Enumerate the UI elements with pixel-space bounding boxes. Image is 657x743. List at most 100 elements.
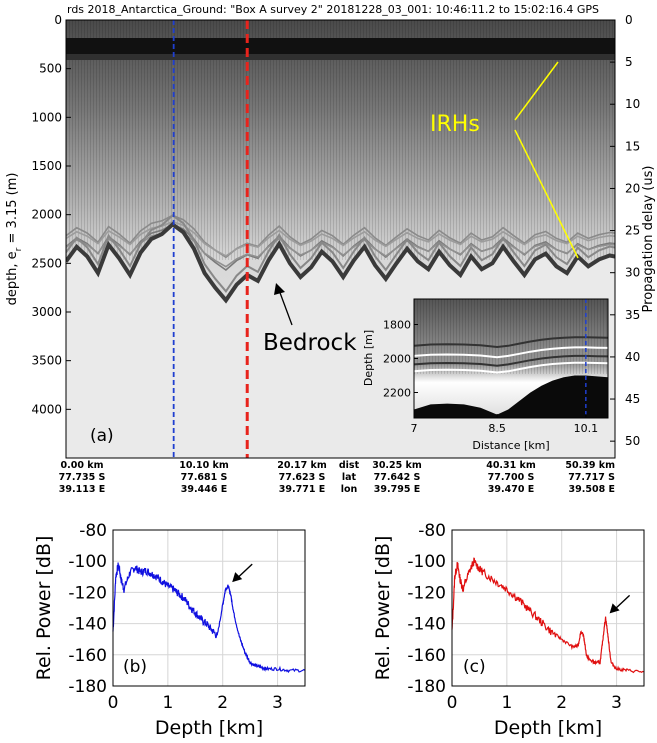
bed-reflection-echo xyxy=(66,214,615,293)
distance-table-cell: 39.771 E xyxy=(279,484,325,495)
delay-tick-label: 0 xyxy=(625,13,633,27)
panel-b-series-line xyxy=(112,562,306,674)
distance-table-cell: 77.717 S xyxy=(568,472,615,483)
panel-a-label: (a) xyxy=(90,426,114,446)
irh-layer xyxy=(66,214,615,259)
depth-axis-ticks: 0 500 1000 1500 2000 2500 3000 3500 4000 xyxy=(31,13,71,416)
inset-x-label: Distance [km] xyxy=(472,439,549,452)
distance-table-cell: 10.10 km xyxy=(179,460,229,471)
panel-c-x-tick-label: 2 xyxy=(556,693,567,713)
distance-table-cell: 39.508 E xyxy=(569,484,615,495)
inset-x-tick-label: 7 xyxy=(411,422,418,435)
depth-tick-label: 3000 xyxy=(31,305,62,319)
panel-c-y-label: Rel. Power [dB] xyxy=(372,536,394,681)
panel-b-x-label: Depth [km] xyxy=(155,717,263,739)
distance-table-cell: 39.795 E xyxy=(374,484,420,495)
panel-b-label: (b) xyxy=(123,657,147,677)
irh-annotation: IRHs xyxy=(430,112,480,137)
irh-pointer-1 xyxy=(514,61,559,121)
panel-c-label: (c) xyxy=(463,657,486,677)
depth-axis-label: depth, er = 3.15 (m) xyxy=(5,173,24,306)
depth-tick-label: 0 xyxy=(54,13,62,27)
depth-axis-label-sub: r xyxy=(14,247,24,251)
delay-tick-label: 40 xyxy=(625,350,640,364)
inset-layer xyxy=(414,361,608,374)
bed-reflection xyxy=(66,221,615,304)
panel-b-y-tick-label: -120 xyxy=(68,583,107,603)
distance-table-cell: 0.00 km xyxy=(61,460,104,471)
inset-y-label: Depth [m] xyxy=(362,330,375,386)
panel-b: 0 1 2 3 -80 -100 -120 -140 -160 -180 (b) Depth [k… xyxy=(33,521,306,739)
panel-b-arrow xyxy=(232,563,253,583)
distance-table-cell: 77.735 S xyxy=(59,472,106,483)
inset-layer xyxy=(414,354,608,367)
panel-c: 0 1 2 3 -80 -100 -120 -140 -160 -180 (c) Depth [k… xyxy=(372,521,645,739)
panel-b-arrow-head xyxy=(232,572,243,583)
panel-b-y-tick-label: -160 xyxy=(68,646,107,666)
panel-c-y-tick-label: -120 xyxy=(407,583,446,603)
inset-bed-region xyxy=(414,375,608,418)
inset-y-tick-label: 2200 xyxy=(383,387,411,400)
panel-b-y-tick-label: -140 xyxy=(68,615,107,635)
inset-y-tick-label: 2000 xyxy=(383,353,411,366)
depth-tick-label: 500 xyxy=(39,62,62,76)
bedrock-annotation: Bedrock xyxy=(263,330,357,356)
delay-tick-label: 25 xyxy=(625,224,640,238)
depth-tick-label: 4000 xyxy=(31,402,62,416)
irh-pointer-2 xyxy=(514,129,579,259)
panel-c-y-tick-label: -80 xyxy=(418,521,446,541)
inset-x-tick-label: 10.1 xyxy=(574,422,599,435)
inset-layer xyxy=(414,346,608,359)
panel-b-y-label: Rel. Power [dB] xyxy=(33,536,55,681)
inset-layers xyxy=(414,336,608,374)
depth-axis-label-main: depth, e xyxy=(5,251,20,305)
inset-chart: 7 8.5 10.1 1800 2000 2200 Depth [m] Distance … xyxy=(362,298,609,452)
panel-c-frame xyxy=(451,529,645,687)
delay-axis-label: Propagation delay (us) xyxy=(641,166,656,313)
distance-table-row-label: lon xyxy=(341,484,358,495)
panel-b-frame xyxy=(112,529,306,687)
delay-tick-label: 35 xyxy=(625,308,640,322)
panel-b-y-tick-label: -80 xyxy=(79,521,107,541)
panel-c-y-tick-label: -100 xyxy=(407,552,446,572)
panel-b-y-tick-label: -180 xyxy=(68,677,107,697)
delay-axis-ticks: 0 5 10 15 20 25 30 35 40 45 50 xyxy=(610,13,640,448)
radargram-frame xyxy=(65,19,616,459)
panel-b-y-tick-label: -100 xyxy=(68,552,107,572)
depth-tick-label: 3500 xyxy=(31,354,62,368)
panel-b-plot-area xyxy=(113,530,305,686)
panel-c-y-tick-label: -140 xyxy=(407,615,446,635)
distance-table-cell: 40.31 km xyxy=(486,460,536,471)
delay-tick-label: 45 xyxy=(625,392,640,406)
panel-c-y-tick-label: -180 xyxy=(407,677,446,697)
panel-c-x-tick-label: 0 xyxy=(447,693,458,713)
distance-table-cell: 50.39 km xyxy=(565,460,615,471)
depth-tick-label: 1000 xyxy=(31,110,62,124)
panel-b-x-tick-label: 0 xyxy=(108,693,119,713)
panel-c-x-label: Depth [km] xyxy=(494,717,602,739)
distance-table-cell: 20.17 km xyxy=(277,460,327,471)
distance-table-cell: 39.470 E xyxy=(488,484,534,495)
depth-tick-label: 2000 xyxy=(31,208,62,222)
panel-c-arrow xyxy=(609,594,631,614)
inset-x-tick-label: 8.5 xyxy=(488,422,506,435)
depth-axis-label-suffix: = 3.15 (m) xyxy=(5,173,20,248)
inset-layer xyxy=(414,336,608,349)
delay-tick-label: 30 xyxy=(625,266,640,280)
depth-tick-label: 1500 xyxy=(31,159,62,173)
figure-title: rds 2018_Antarctica_Ground: "Box A surve… xyxy=(67,3,599,16)
panel-c-x-tick-label: 1 xyxy=(501,693,512,713)
panel-c-ticks: 0 1 2 3 -80 -100 -120 -140 -160 -180 xyxy=(407,521,622,713)
panel-c-y-tick-label: -160 xyxy=(407,646,446,666)
distance-table-cell: 77.681 S xyxy=(181,472,228,483)
depth-tick-label: 2500 xyxy=(31,256,62,270)
panel-b-x-tick-label: 3 xyxy=(272,693,283,713)
panel-c-x-tick-label: 3 xyxy=(611,693,622,713)
surface-reflection xyxy=(66,38,615,54)
delay-tick-label: 10 xyxy=(625,97,640,111)
delay-tick-label: 20 xyxy=(625,181,640,195)
panel-b-x-tick-label: 1 xyxy=(162,693,173,713)
distance-table-cell: 30.25 km xyxy=(372,460,422,471)
bedrock-pointer xyxy=(278,289,293,326)
